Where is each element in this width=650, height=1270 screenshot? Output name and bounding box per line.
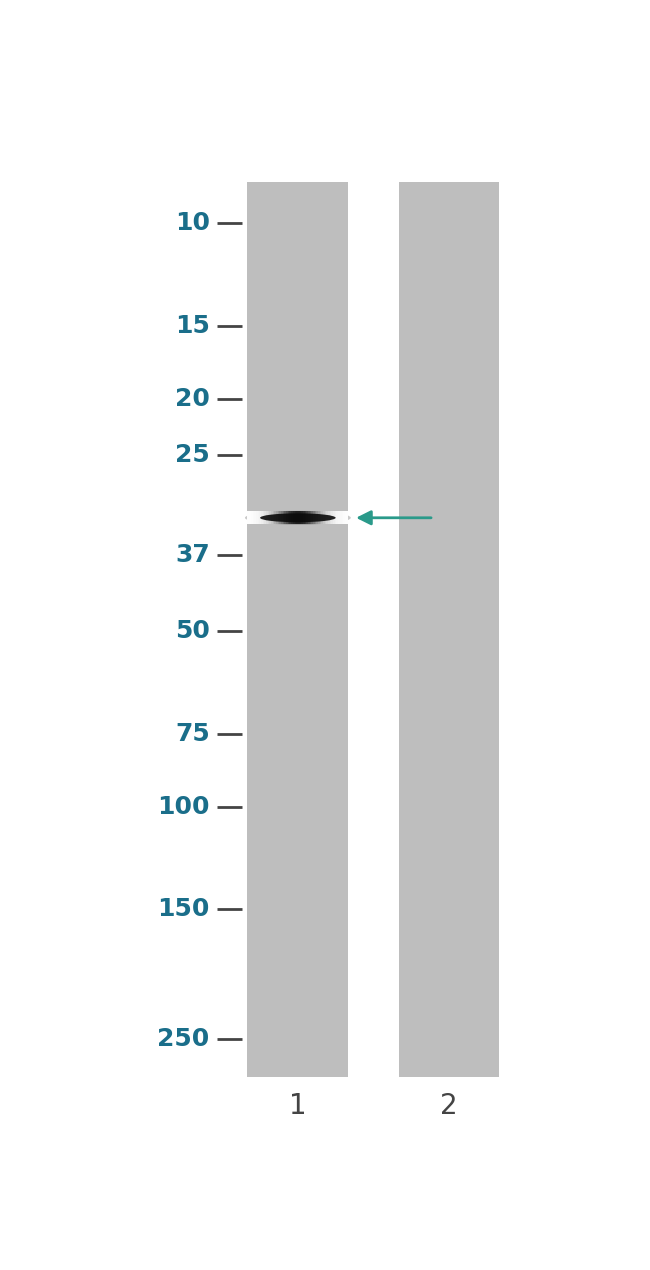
- Bar: [343, 512, 345, 525]
- Bar: [276, 512, 278, 525]
- Bar: [273, 512, 274, 525]
- Bar: [263, 512, 265, 525]
- Ellipse shape: [260, 513, 335, 522]
- Bar: [346, 512, 348, 525]
- Bar: [269, 512, 271, 525]
- Text: 2: 2: [440, 1092, 458, 1120]
- Bar: [323, 512, 325, 525]
- Bar: [252, 512, 254, 525]
- Bar: [330, 512, 332, 525]
- Bar: [257, 512, 259, 525]
- Bar: [291, 512, 293, 525]
- Bar: [256, 512, 257, 525]
- Text: 75: 75: [175, 721, 210, 745]
- Bar: [305, 512, 306, 525]
- Ellipse shape: [245, 511, 351, 525]
- Bar: [259, 512, 261, 525]
- Bar: [333, 512, 335, 525]
- Text: 50: 50: [175, 618, 210, 643]
- Bar: [341, 512, 343, 525]
- Bar: [298, 512, 300, 525]
- Bar: [265, 512, 266, 525]
- Bar: [289, 512, 291, 525]
- Bar: [318, 512, 320, 525]
- Bar: [321, 512, 323, 525]
- Bar: [301, 512, 303, 525]
- Bar: [338, 512, 340, 525]
- Bar: [261, 512, 263, 525]
- Text: 1: 1: [289, 1092, 307, 1120]
- Bar: [251, 512, 253, 525]
- Bar: [286, 512, 288, 525]
- Bar: [335, 512, 337, 525]
- Text: 37: 37: [175, 542, 210, 566]
- Text: 250: 250: [157, 1027, 210, 1050]
- Text: 20: 20: [175, 386, 210, 410]
- Bar: [317, 512, 318, 525]
- Bar: [296, 512, 298, 525]
- Bar: [328, 512, 330, 525]
- Text: 25: 25: [175, 443, 210, 467]
- Bar: [398, 182, 499, 1077]
- Bar: [281, 512, 283, 525]
- Bar: [283, 512, 285, 525]
- Bar: [249, 512, 251, 525]
- Bar: [332, 512, 333, 525]
- Bar: [293, 512, 294, 525]
- Bar: [315, 512, 317, 525]
- Bar: [345, 512, 346, 525]
- Text: 10: 10: [175, 211, 210, 235]
- Bar: [309, 512, 311, 525]
- Bar: [311, 512, 313, 525]
- Bar: [320, 512, 321, 525]
- Bar: [274, 512, 276, 525]
- Text: 15: 15: [175, 314, 210, 338]
- Bar: [254, 512, 256, 525]
- Bar: [271, 512, 273, 525]
- Bar: [303, 512, 305, 525]
- Text: 150: 150: [157, 898, 210, 922]
- Bar: [288, 512, 289, 525]
- Bar: [306, 512, 308, 525]
- Bar: [268, 512, 269, 525]
- Bar: [266, 512, 268, 525]
- Bar: [326, 512, 328, 525]
- Bar: [337, 512, 338, 525]
- Bar: [308, 512, 309, 525]
- Bar: [278, 512, 280, 525]
- Bar: [294, 512, 296, 525]
- Bar: [248, 182, 348, 1077]
- Bar: [340, 512, 341, 525]
- Bar: [313, 512, 315, 525]
- Bar: [280, 512, 281, 525]
- Bar: [285, 512, 286, 525]
- Bar: [248, 512, 249, 525]
- Bar: [325, 512, 326, 525]
- Text: 100: 100: [157, 795, 210, 819]
- Bar: [300, 512, 301, 525]
